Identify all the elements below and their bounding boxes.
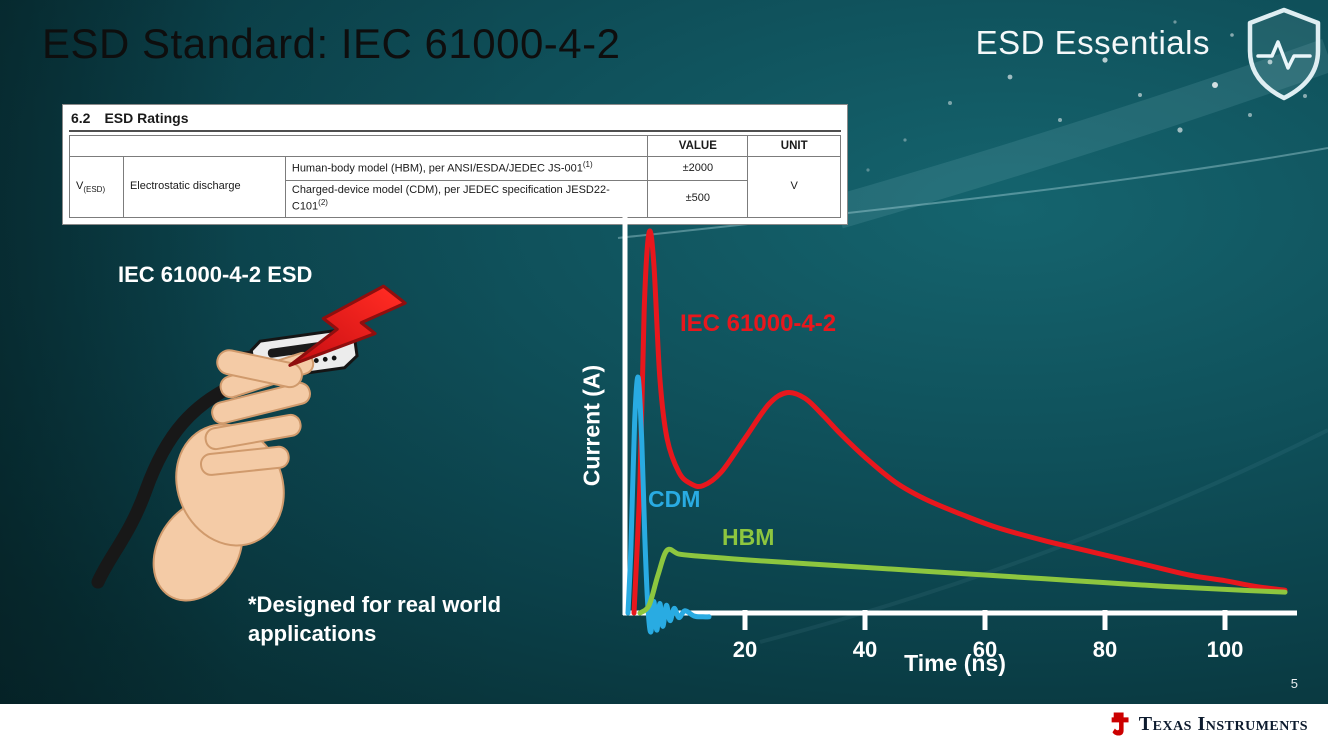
brand-name: Texas Instruments: [1138, 712, 1308, 735]
x-axis-label: Time (ns): [904, 650, 1006, 676]
series-title: ESD Essentials: [975, 24, 1210, 61]
hbm-description-cell: Human-body model (HBM), per ANSI/ESDA/JE…: [284, 156, 649, 181]
series-curve: [625, 374, 712, 635]
hand-icon: [152, 349, 315, 602]
x-tick-label: 100: [1207, 637, 1244, 662]
series-curve: [631, 228, 1288, 616]
x-tick-label: 40: [853, 637, 877, 662]
brand-logo: Texas Instruments: [1103, 709, 1308, 739]
footer-bar: Texas Instruments: [0, 704, 1328, 746]
ti-logo-icon: [1111, 712, 1129, 736]
x-tick-label: 60: [973, 637, 997, 662]
slide-title: ESD Standard: IEC 61000-4-2: [42, 20, 621, 67]
esd-ratings-table: 6.2 ESD Ratings VALUE UNIT V(ESD) Electr…: [62, 104, 848, 225]
table-row: Charged-device model (CDM), per JEDEC sp…: [70, 179, 841, 218]
unit-column-header: UNIT: [747, 134, 841, 158]
hand-connector-illustration: [91, 284, 407, 602]
unit-cell: V: [747, 156, 841, 218]
iec-curve-label: IEC 61000-4-2: [680, 310, 837, 337]
hbm-description: Human-body model (HBM), per ANSI/ESDA/JE…: [291, 163, 583, 176]
cdm-curve-label: CDM: [648, 486, 701, 512]
designed-for-real-world-caption: *Designed for real world applications: [248, 592, 502, 647]
series-curve: [637, 546, 1288, 616]
chart-canvas: 20 40 60 80 100: [622, 214, 1297, 662]
table-section-header: 6.2 ESD Ratings: [69, 109, 841, 132]
table-row: V(ESD) Electrostatic discharge Human-bod…: [69, 156, 841, 218]
param-name-cell: Electrostatic discharge: [122, 156, 286, 218]
cdm-description: Charged-device model (CDM), per JEDEC sp…: [291, 183, 610, 213]
hbm-footnote: (1): [582, 160, 593, 170]
y-axis-label: Current (A): [578, 364, 605, 487]
esd-shield-icon: [1247, 7, 1321, 101]
cdm-description-cell: Charged-device model (CDM), per JEDEC sp…: [284, 179, 649, 218]
value-column-header: VALUE: [647, 134, 749, 158]
hbm-value-cell: ±2000: [647, 156, 749, 181]
cable-icon: [91, 371, 259, 589]
esd-waveform-chart: 20 40 60 80 100 IEC 61000-4-2 CDM HBM Time (…: [555, 198, 1305, 703]
cdm-value-cell: ±500: [647, 179, 749, 218]
x-tick-label: 20: [733, 637, 757, 662]
page-number: 5: [1290, 676, 1298, 691]
param-symbol: V: [76, 179, 84, 192]
section-number: 6.2: [71, 110, 91, 126]
param-subscript: (ESD): [83, 184, 106, 194]
hbm-curve-label: HBM: [722, 524, 775, 550]
param-symbol-cell: V(ESD): [69, 156, 124, 218]
lightning-bolt-icon: [288, 284, 407, 367]
blank-header-cell: [68, 134, 649, 158]
ratings-table: VALUE UNIT V(ESD) Electrostatic discharg…: [68, 134, 841, 218]
pulse-line-icon: [1256, 40, 1312, 70]
iec-esd-label: IEC 61000-4-2 ESD: [118, 262, 313, 287]
cdm-footnote: (2): [318, 197, 328, 207]
x-tick-label: 80: [1093, 637, 1117, 662]
table-header-row: VALUE UNIT: [68, 134, 841, 158]
section-title: ESD Ratings: [104, 110, 189, 126]
